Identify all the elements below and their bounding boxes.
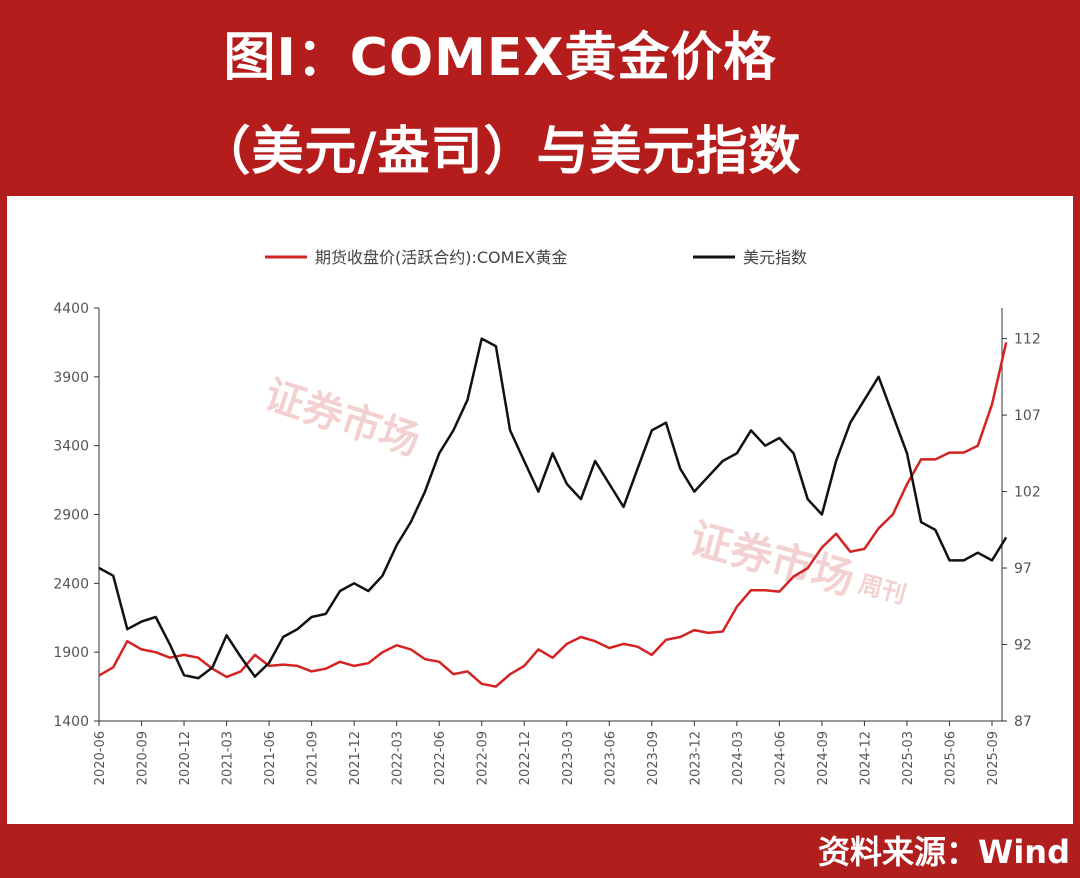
series-lines — [98, 337, 1008, 688]
axes: 1400 1900 2400 2900 3400 3900 4400 87 92 97 102 107… — [53, 301, 1040, 785]
series-line-gold — [98, 342, 1008, 688]
right-y-tick-label: 112 — [1014, 332, 1041, 348]
x-tick-label: 2021-12 — [348, 731, 363, 785]
x-tick-label: 2023-12 — [688, 731, 703, 785]
x-tick-label: 2022-06 — [433, 731, 448, 785]
watermark-suffix: 周刊 — [855, 570, 909, 609]
legend-label-gold: 期货收盘价(活跃合约):COMEX黄金 — [315, 248, 568, 267]
x-tick-label: 2025-09 — [986, 731, 1001, 785]
left-y-tick-label: 1900 — [53, 645, 89, 661]
right-y-tick-label: 107 — [1014, 408, 1041, 424]
x-tick-label: 2021-03 — [221, 731, 236, 785]
left-y-tick-label: 3400 — [53, 439, 89, 455]
left-y-tick-label: 3900 — [53, 370, 89, 386]
x-tick-label: 2023-06 — [603, 731, 618, 785]
x-tick-label: 2023-03 — [561, 731, 576, 785]
series-line-dxy — [98, 337, 1008, 680]
left-y-tick-label: 1400 — [53, 714, 89, 730]
x-tick-label: 2022-12 — [518, 731, 533, 785]
chart-panel: 期货收盘价(活跃合约):COMEX黄金 美元指数 证券市场 证券市场 周刊 14… — [7, 196, 1073, 824]
right-y-tick-label: 87 — [1014, 714, 1032, 730]
legend: 期货收盘价(活跃合约):COMEX黄金 美元指数 — [265, 248, 807, 267]
x-tick-label: 2025-06 — [943, 731, 958, 785]
x-tick-label: 2024-06 — [773, 731, 788, 785]
x-tick-label: 2024-03 — [731, 731, 746, 785]
dual-axis-line-chart: 期货收盘价(活跃合约):COMEX黄金 美元指数 证券市场 证券市场 周刊 14… — [53, 248, 1040, 785]
x-tick-label: 2022-09 — [476, 731, 491, 785]
x-tick-label: 2020-06 — [93, 731, 108, 785]
left-y-tick-label: 2900 — [53, 508, 89, 524]
x-tick-label: 2024-12 — [858, 731, 873, 785]
x-tick-label: 2024-09 — [816, 731, 831, 785]
page-title-line1: 图I：COMEX黄金价格 — [223, 28, 777, 88]
title-banner: 图I：COMEX黄金价格 （美元/盎司）与美元指数 — [0, 0, 1080, 192]
x-tick-label: 2020-09 — [136, 731, 151, 785]
x-tick-label: 2025-03 — [901, 731, 916, 785]
watermark-text: 证券市场 — [259, 372, 425, 465]
x-tick-label: 2021-06 — [263, 731, 278, 785]
source-note: 资料来源：Wind — [818, 833, 1070, 871]
left-y-tick-label: 4400 — [53, 301, 89, 317]
right-y-tick-label: 92 — [1014, 638, 1032, 654]
left-y-tick-label: 2400 — [53, 576, 89, 592]
legend-label-dxy: 美元指数 — [743, 248, 807, 267]
x-tick-label: 2020-12 — [178, 731, 193, 785]
x-tick-label: 2023-09 — [646, 731, 661, 785]
page-title-line2: （美元/盎司）与美元指数 — [198, 122, 802, 182]
right-y-tick-label: 97 — [1014, 561, 1032, 577]
right-y-tick-label: 102 — [1014, 485, 1041, 501]
x-tick-label: 2022-03 — [391, 731, 406, 785]
x-tick-label: 2021-09 — [306, 731, 321, 785]
